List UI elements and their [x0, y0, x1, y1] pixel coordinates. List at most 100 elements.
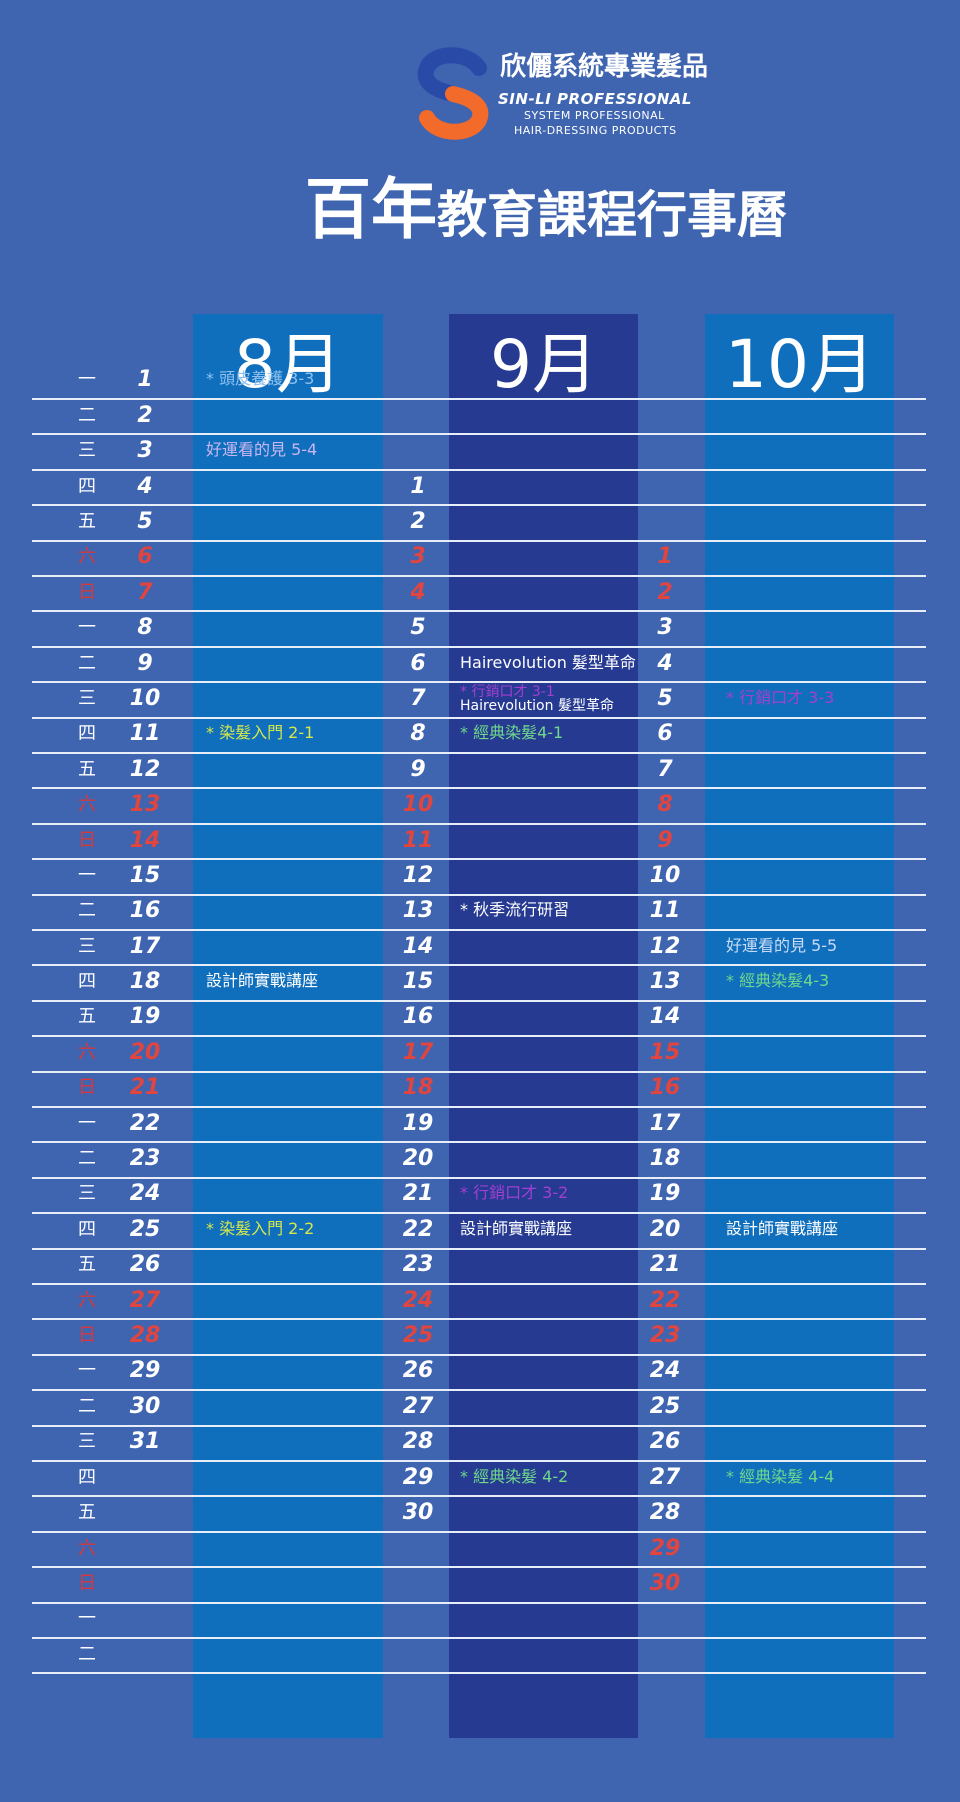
day-number: 27 [402, 1394, 434, 1419]
day-number: 22 [649, 1288, 681, 1313]
weekday-label: 二 [78, 900, 96, 921]
day-number: 19 [649, 1181, 681, 1206]
day-number: 31 [129, 1429, 161, 1454]
calendar-event: 設計師實戰講座 [206, 971, 319, 990]
day-number: 12 [649, 934, 681, 959]
august-column [193, 314, 383, 1738]
row-divider [32, 1495, 926, 1497]
day-number: 13 [649, 969, 681, 994]
weekday-label: 六 [78, 546, 96, 567]
day-number: 6 [410, 651, 426, 676]
page-title-rest: 教育課程行事曆 [437, 186, 787, 244]
row-divider [32, 858, 926, 860]
calendar-event: * 經典染髮 4-4 [726, 1467, 835, 1486]
weekday-label: 日 [78, 582, 96, 603]
calendar-event: 好運看的見 5-4 [206, 440, 318, 459]
row-divider [32, 1071, 926, 1073]
day-number: 3 [410, 544, 426, 569]
weekday-label: 三 [78, 936, 96, 957]
weekday-label: 日 [78, 1077, 96, 1098]
day-number: 2 [657, 580, 673, 605]
weekday-label: 四 [78, 476, 96, 497]
weekday-label: 六 [78, 1290, 96, 1311]
weekday-label: 一 [78, 1113, 96, 1134]
month-title-september: 9月 [490, 326, 598, 403]
day-number: 15 [649, 1040, 681, 1065]
weekday-label: 六 [78, 794, 96, 815]
day-number: 4 [137, 474, 153, 499]
day-number: 20 [649, 1217, 681, 1242]
day-number: 8 [410, 721, 426, 746]
weekday-label: 日 [78, 830, 96, 851]
row-divider [32, 787, 926, 789]
row-divider [32, 1106, 926, 1108]
day-number: 28 [129, 1323, 161, 1348]
row-divider [32, 610, 926, 612]
day-number: 5 [410, 615, 426, 640]
weekday-label: 二 [78, 1396, 96, 1417]
day-number: 22 [402, 1217, 434, 1242]
day-number: 7 [137, 580, 153, 605]
sin-li-logo [417, 47, 489, 140]
day-number: 18 [129, 969, 161, 994]
day-number: 17 [129, 934, 161, 959]
day-number: 9 [410, 757, 426, 782]
row-divider [32, 540, 926, 542]
weekday-label: 二 [78, 405, 96, 426]
day-number: 16 [129, 898, 161, 923]
day-number: 18 [402, 1075, 434, 1100]
day-number: 18 [649, 1146, 681, 1171]
day-number: 23 [129, 1146, 161, 1171]
weekday-label: 五 [78, 1254, 96, 1275]
day-number: 13 [129, 792, 161, 817]
row-divider [32, 894, 926, 896]
day-number: 17 [402, 1040, 434, 1065]
weekday-label: 四 [78, 971, 96, 992]
weekday-label: 一 [78, 1608, 96, 1629]
day-number: 5 [137, 509, 153, 534]
day-number: 1 [137, 367, 153, 392]
day-number: 23 [402, 1252, 434, 1277]
row-divider [32, 1177, 926, 1179]
day-number: 25 [649, 1394, 681, 1419]
row-divider [32, 575, 926, 577]
day-number: 26 [402, 1358, 434, 1383]
day-number: 7 [657, 757, 673, 782]
row-divider [32, 469, 926, 471]
row-divider [32, 504, 926, 506]
day-number: 24 [402, 1288, 434, 1313]
row-divider [32, 1460, 926, 1462]
calendar-event: * 經典染髮4-3 [726, 971, 830, 990]
weekday-label: 日 [78, 1573, 96, 1594]
day-number: 30 [129, 1394, 161, 1419]
day-number: 26 [129, 1252, 161, 1277]
row-divider [32, 1283, 926, 1285]
weekday-label: 三 [78, 688, 96, 709]
day-number: 15 [402, 969, 434, 994]
calendar-event: * 秋季流行研習 [460, 900, 570, 919]
day-number: 21 [649, 1252, 681, 1277]
calendar-event: 設計師實戰講座 [726, 1219, 839, 1238]
row-divider [32, 1389, 926, 1391]
brand-tagline-1: SYSTEM PROFESSIONAL [524, 109, 665, 122]
calendar-event: Hairevolution 髮型革命 [460, 698, 614, 714]
day-number: 29 [649, 1536, 681, 1561]
row-divider [32, 752, 926, 754]
day-number: 12 [402, 863, 434, 888]
calendar-event: 好運看的見 5-5 [726, 936, 838, 955]
day-number: 8 [137, 615, 153, 640]
day-number: 22 [129, 1111, 161, 1136]
calendar-event: * 行銷口才 3-2 [460, 1183, 569, 1202]
day-number: 21 [402, 1181, 434, 1206]
row-divider [32, 433, 926, 435]
day-number: 1 [410, 474, 426, 499]
day-number: 11 [649, 898, 681, 923]
day-number: 15 [129, 863, 161, 888]
day-number: 1 [657, 544, 673, 569]
calendar-event: * 經典染髮 4-2 [460, 1467, 569, 1486]
row-divider [32, 1212, 926, 1214]
row-divider [32, 1000, 926, 1002]
weekday-label: 三 [78, 1183, 96, 1204]
row-divider [32, 929, 926, 931]
brand-name-en: SIN-LI PROFESSIONAL [498, 90, 692, 108]
